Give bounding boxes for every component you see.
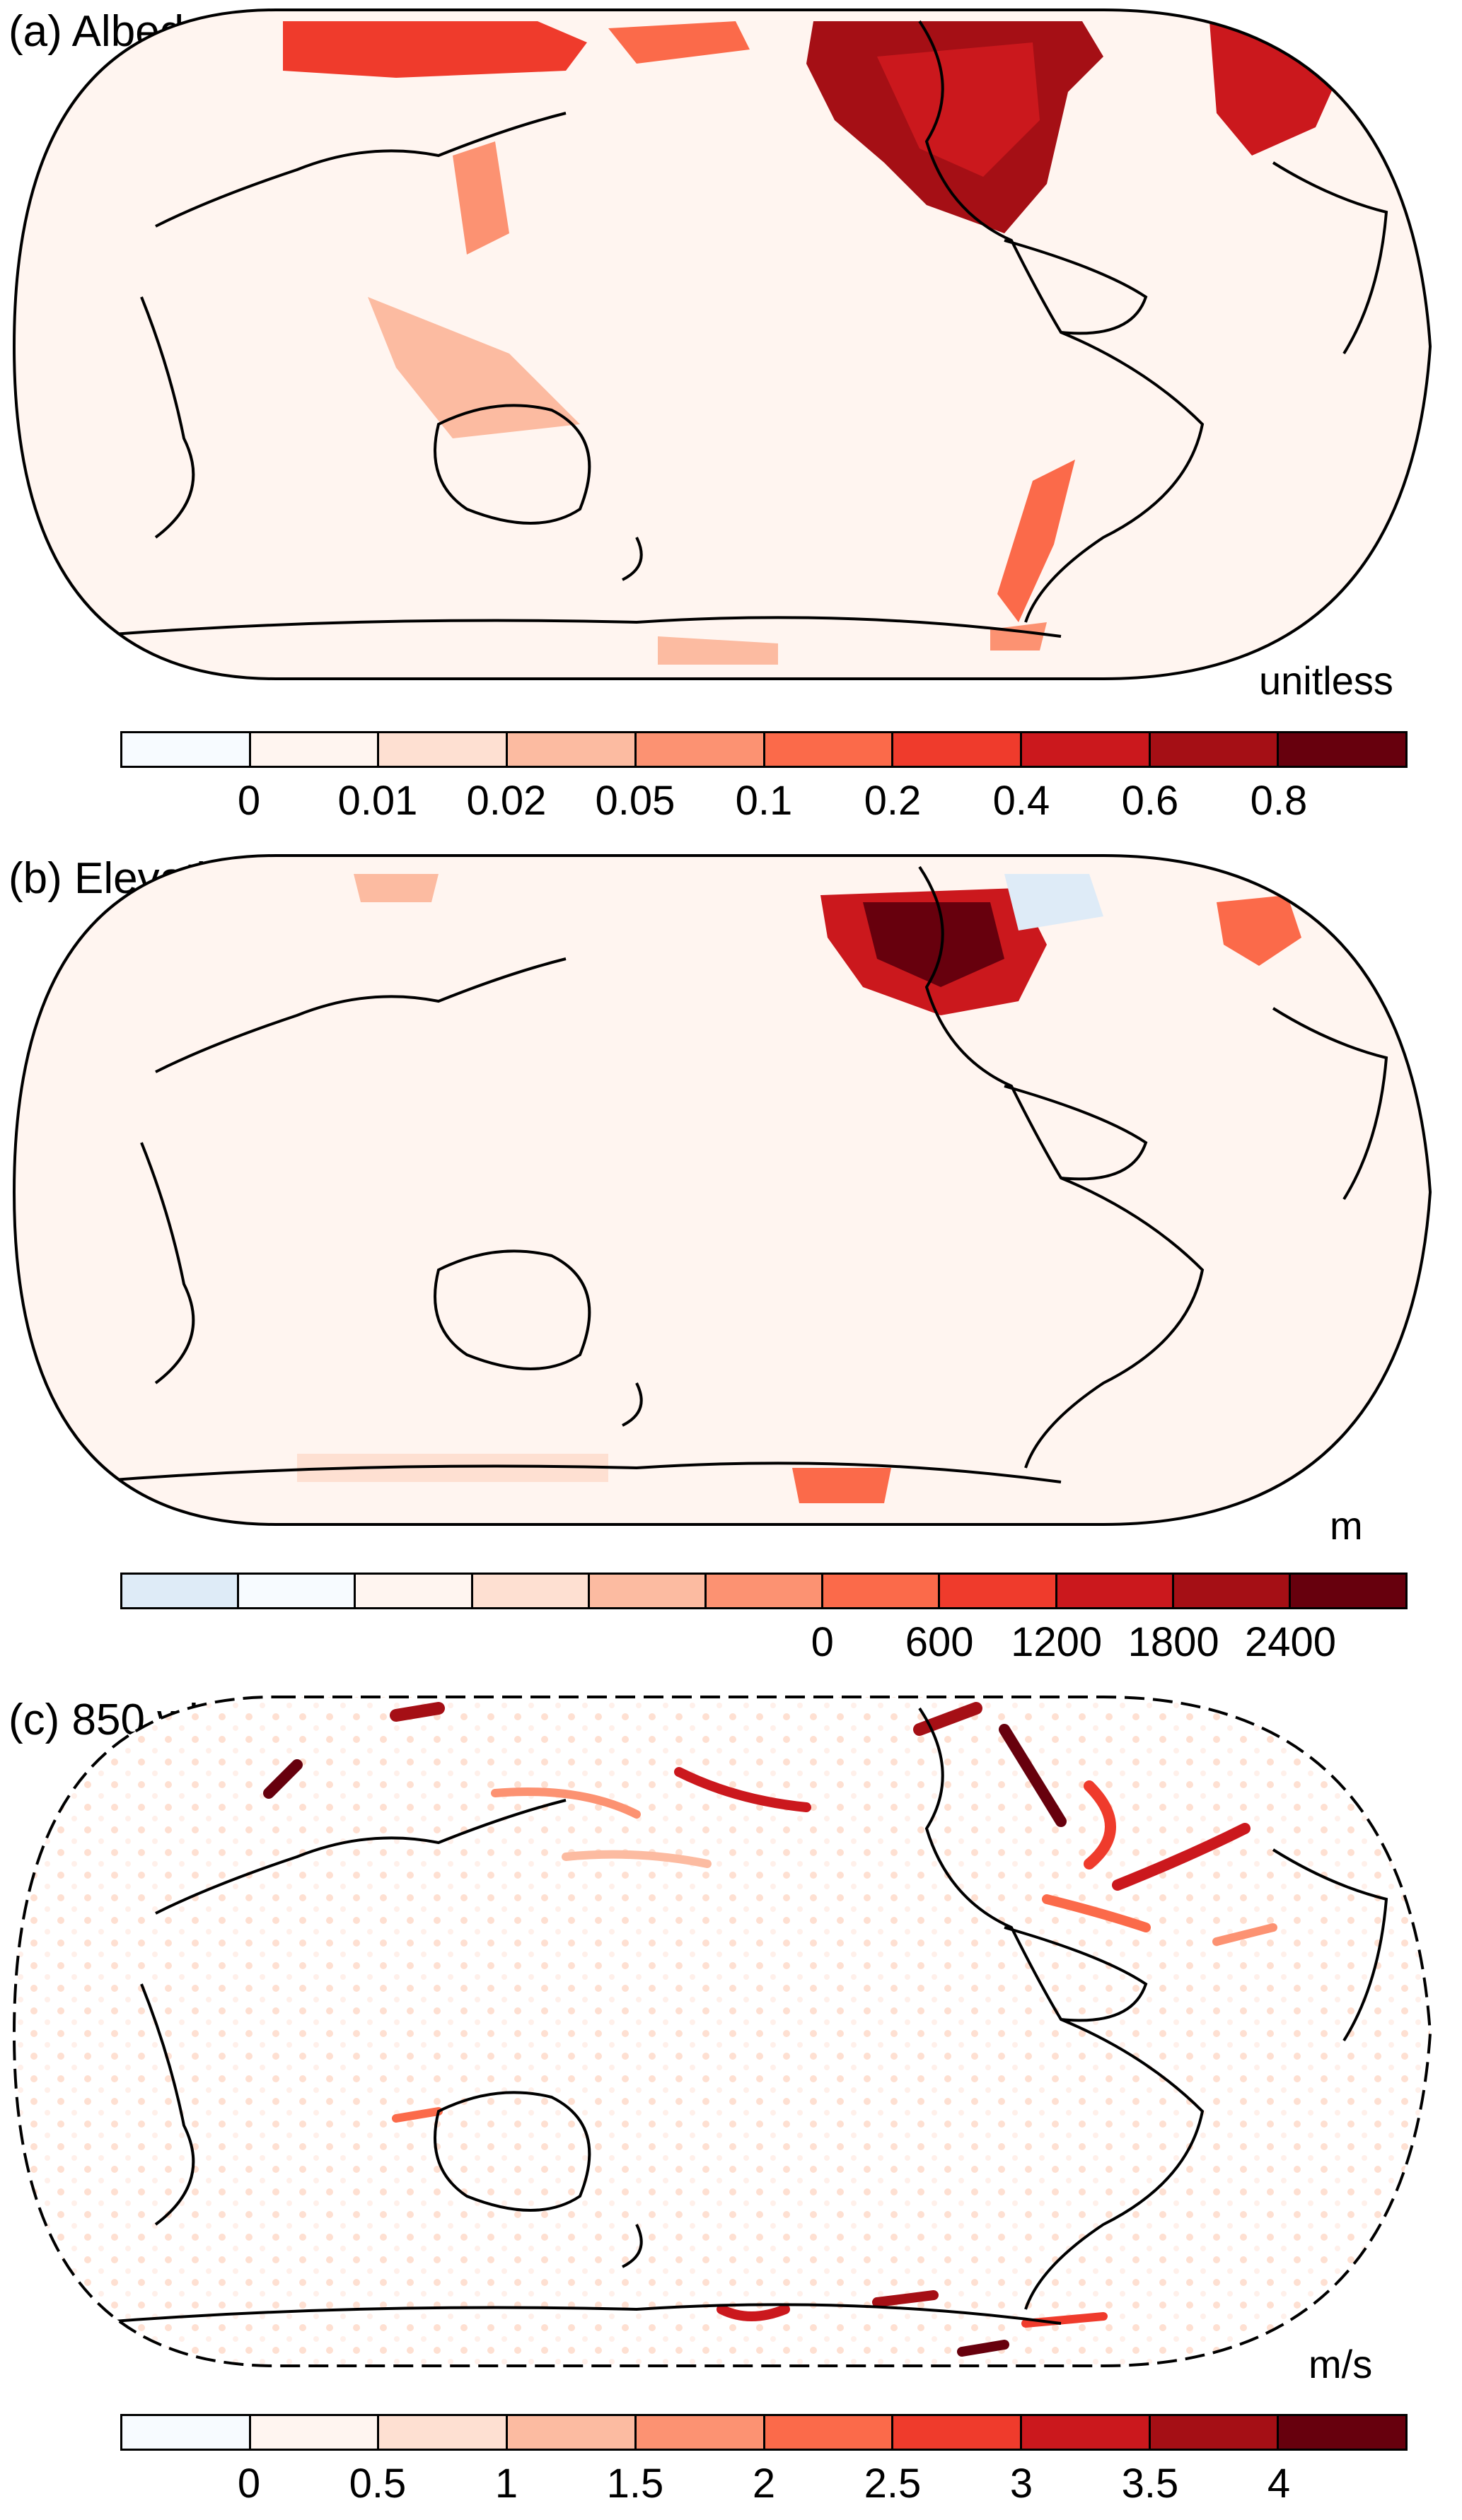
colorbar-tick-label: 600 — [905, 1619, 974, 1665]
colorbar-cell — [356, 1575, 473, 1607]
colorbar-tick-label: 3 — [1009, 2461, 1033, 2507]
colorbar-tick-label: 0.8 — [1250, 778, 1308, 824]
colorbar-cell — [239, 1575, 356, 1607]
colorbar-cell — [508, 733, 637, 766]
colorbar-tick-label: 0.1 — [735, 778, 793, 824]
albedo-map — [12, 8, 1432, 680]
colorbar-cell — [1021, 733, 1151, 766]
elevation-laurentide-core — [863, 902, 1004, 987]
colorbar-cell — [1150, 2416, 1280, 2449]
elevation-coastlines — [84, 865, 1388, 1483]
albedo-maritime — [368, 297, 580, 438]
elevation-colorbar — [120, 1573, 1408, 1609]
elevation-northern-europe — [354, 874, 439, 902]
elevation-antarctic-coast — [297, 1454, 608, 1482]
colorbar-cell — [1279, 2416, 1406, 2449]
colorbar-tick-label: 0.4 — [992, 778, 1050, 824]
colorbar-cell — [379, 2416, 509, 2449]
colorbar-tick-label: 0.01 — [337, 778, 418, 824]
winds-map-frame — [12, 1696, 1432, 2367]
colorbar-cell — [1279, 733, 1406, 766]
winds-colorbar-ticks: 0 0.5 1 1.5 2 2.5 3 3.5 4 — [120, 2463, 1408, 2513]
colorbar-tick-label: 2 — [752, 2461, 776, 2507]
albedo-colorbar-ticks: 0 0.01 0.02 0.05 0.1 0.2 0.4 0.6 0.8 — [120, 781, 1408, 830]
elevation-background — [14, 856, 1430, 1524]
elevation-greenland-ice — [1004, 874, 1103, 931]
colorbar-tick-label: 0 — [811, 1619, 834, 1665]
colorbar-cell — [706, 1575, 824, 1607]
colorbar-cell — [1021, 2416, 1151, 2449]
elevation-map-frame — [12, 854, 1432, 1526]
panel-b-unit: m — [1330, 1503, 1363, 1548]
colorbar-cell — [940, 1575, 1057, 1607]
colorbar-cell — [893, 733, 1022, 766]
colorbar-cell — [122, 1575, 240, 1607]
colorbar-cell — [122, 2416, 251, 2449]
winds-map — [12, 1696, 1432, 2367]
albedo-background — [14, 10, 1430, 679]
colorbar-tick-label: 0 — [237, 778, 261, 824]
colorbar-cell — [823, 1575, 941, 1607]
colorbar-tick-label: 0 — [237, 2461, 261, 2507]
winds-coastlines — [84, 1707, 1388, 2325]
colorbar-tick-label: 1.5 — [606, 2461, 664, 2507]
albedo-canada-core — [877, 42, 1040, 177]
albedo-map-frame — [12, 8, 1432, 680]
colorbar-cell — [472, 1575, 590, 1607]
colorbar-cell — [1057, 1575, 1174, 1607]
colorbar-tick-label: 1200 — [1011, 1619, 1103, 1665]
albedo-colorbar — [120, 731, 1408, 768]
colorbar-tick-label: 2.5 — [864, 2461, 922, 2507]
colorbar-tick-label: 0.05 — [595, 778, 675, 824]
winds-strong-vectors — [263, 1702, 1277, 2357]
colorbar-tick-label: 0.2 — [864, 778, 922, 824]
albedo-coastlines — [84, 20, 1388, 638]
colorbar-cell — [589, 1575, 707, 1607]
winds-weak-vectors — [14, 1697, 1430, 2366]
colorbar-tick-label: 1800 — [1127, 1619, 1219, 1665]
albedo-patagonia — [997, 460, 1075, 622]
colorbar-cell — [250, 2416, 380, 2449]
panel-c-unit: m/s — [1309, 2342, 1373, 2386]
colorbar-cell — [636, 2416, 765, 2449]
colorbar-cell — [122, 733, 251, 766]
colorbar-tick-label: 0.5 — [349, 2461, 407, 2507]
colorbar-cell — [1173, 1575, 1291, 1607]
elevation-fennoscandia — [1217, 895, 1301, 966]
albedo-east-asia — [453, 141, 509, 255]
elevation-map — [12, 854, 1432, 1526]
albedo-antarctic — [658, 636, 778, 665]
colorbar-cell — [765, 2416, 894, 2449]
colorbar-tick-label: 3.5 — [1121, 2461, 1179, 2507]
colorbar-cell — [1150, 733, 1280, 766]
colorbar-cell — [1290, 1575, 1406, 1607]
colorbar-tick-label: 4 — [1267, 2461, 1291, 2507]
albedo-beringia — [608, 21, 750, 64]
colorbar-cell — [379, 733, 509, 766]
colorbar-tick-label: 0.02 — [466, 778, 547, 824]
elevation-colorbar-ticks: 0 600 1200 1800 2400 — [120, 1622, 1408, 1672]
colorbar-cell — [508, 2416, 637, 2449]
winds-colorbar — [120, 2414, 1408, 2451]
colorbar-tick-label: 2400 — [1245, 1619, 1337, 1665]
colorbar-cell — [893, 2416, 1022, 2449]
albedo-north-eurasia — [283, 21, 587, 78]
colorbar-cell — [636, 733, 765, 766]
panel-a-unit: unitless — [1259, 658, 1393, 703]
colorbar-tick-label: 1 — [494, 2461, 518, 2507]
elevation-antarctica — [792, 1468, 891, 1503]
colorbar-cell — [765, 733, 894, 766]
colorbar-tick-label: 0.6 — [1121, 778, 1179, 824]
colorbar-cell — [250, 733, 380, 766]
